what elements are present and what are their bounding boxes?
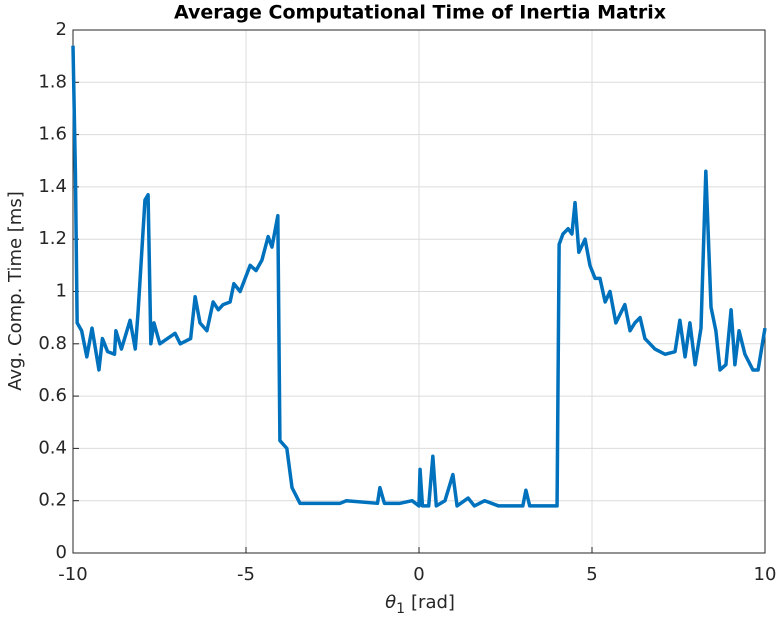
y-tick-label: 1.6 [38, 124, 67, 145]
chart-title: Average Computational Time of Inertia Ma… [174, 2, 666, 24]
y-tick-label: 0.4 [38, 437, 67, 458]
x-tick-label: -5 [237, 564, 255, 585]
y-tick-label: 0.6 [38, 385, 67, 406]
y-tick-label: 1.4 [38, 176, 67, 197]
y-tick-label: 1 [56, 281, 67, 302]
x-tick-label: 10 [754, 564, 777, 585]
y-tick-label: 0.8 [38, 333, 67, 354]
axes-box [72, 29, 766, 554]
y-axis-label: Avg. Comp. Time [ms] [5, 191, 26, 391]
x-tick-label: 0 [413, 564, 424, 585]
y-tick-label: 1.2 [38, 228, 67, 249]
x-tick-label: -10 [58, 564, 87, 585]
x-label-unit: [rad] [411, 592, 455, 613]
y-tick-label: 0 [56, 542, 67, 563]
x-tick-label: 5 [586, 564, 597, 585]
data-line [71, 45, 767, 508]
x-label-symbol: θ [385, 592, 396, 613]
y-tick-label: 0.2 [38, 490, 67, 511]
y-tick-label: 1.8 [38, 71, 67, 92]
x-label-subscript: 1 [396, 601, 405, 617]
x-axis-label: θ1 [rad] [385, 592, 455, 617]
y-tick-label: 2 [56, 19, 67, 40]
